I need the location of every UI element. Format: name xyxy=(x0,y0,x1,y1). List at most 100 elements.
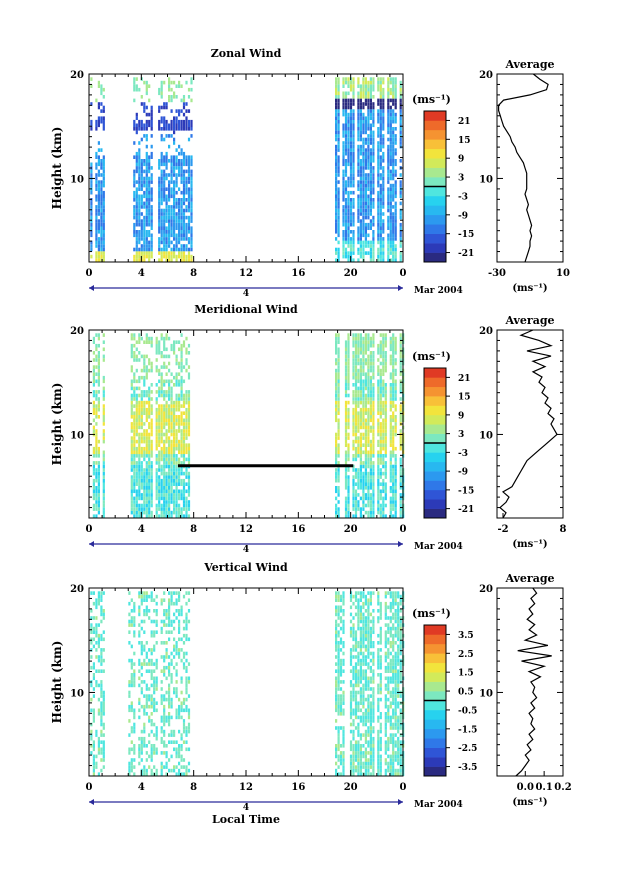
heatmap-cell xyxy=(133,415,136,419)
heatmap-cell xyxy=(359,475,362,479)
heatmap-cell xyxy=(379,390,382,394)
heatmap-cell xyxy=(178,507,181,511)
heatmap-cell xyxy=(130,354,133,359)
heatmap-cell xyxy=(170,457,173,462)
heatmap-cell xyxy=(148,496,151,501)
heatmap-cell xyxy=(367,226,370,230)
heatmap-cell xyxy=(175,205,178,209)
heatmap-cell xyxy=(379,155,382,159)
heatmap-cell xyxy=(342,127,345,131)
heatmap-cell xyxy=(160,84,163,88)
heatmap-cell xyxy=(352,425,355,430)
heatmap-cell xyxy=(178,450,181,455)
heatmap-cell xyxy=(362,372,365,376)
heatmap-cell xyxy=(364,400,367,405)
heatmap-cell xyxy=(335,471,338,476)
y-tick-label: 10 xyxy=(70,174,84,185)
heatmap-cell xyxy=(168,80,171,85)
heatmap-cell xyxy=(352,233,355,238)
colorbar-swatch xyxy=(424,243,446,253)
heatmap-cell xyxy=(138,375,141,380)
heatmap-cell xyxy=(357,162,360,167)
heatmap-cell xyxy=(362,194,365,199)
heatmap-cell xyxy=(178,751,181,755)
heatmap-cell xyxy=(394,87,397,92)
heatmap-cell xyxy=(392,141,395,145)
heatmap-cell xyxy=(394,429,397,433)
heatmap-cell xyxy=(187,486,191,490)
heatmap-cell xyxy=(369,407,372,412)
heatmap-cell xyxy=(190,159,193,163)
heatmap-cell xyxy=(170,740,173,744)
heatmap-cell xyxy=(357,166,360,170)
heatmap-cell xyxy=(165,651,168,656)
heatmap-cell xyxy=(135,340,138,344)
heatmap-cell xyxy=(160,641,163,645)
heatmap-cell xyxy=(387,240,390,245)
heatmap-cell xyxy=(372,514,375,518)
heatmap-cell xyxy=(185,215,188,220)
heatmap-cell xyxy=(97,336,100,341)
heatmap-cell xyxy=(359,383,362,387)
heatmap-cells xyxy=(92,333,405,518)
heatmap-cell xyxy=(182,436,186,440)
heatmap-cell xyxy=(178,478,181,483)
heatmap-cell xyxy=(389,432,392,437)
heatmap-cell xyxy=(168,475,171,479)
heatmap-cell xyxy=(182,493,186,497)
heatmap-cell xyxy=(392,130,395,135)
heatmap-cell xyxy=(135,230,138,234)
heatmap-cell xyxy=(369,358,372,362)
heatmap-cell xyxy=(369,461,372,465)
heatmap-cell xyxy=(344,454,348,458)
heatmap-cell xyxy=(379,436,382,440)
heatmap-cell xyxy=(362,137,365,142)
heatmap-cell xyxy=(97,212,100,216)
heatmap-cell xyxy=(160,375,163,380)
heatmap-cell xyxy=(148,155,151,159)
heatmap-cell xyxy=(369,386,372,391)
heatmap-cell xyxy=(155,397,158,401)
heatmap-cell xyxy=(97,439,100,444)
heatmap-cell xyxy=(160,87,163,92)
heatmap-cell xyxy=(170,676,173,681)
heatmap-cell xyxy=(354,468,358,472)
heatmap-cell xyxy=(342,77,345,81)
heatmap-cell xyxy=(148,503,151,508)
heatmap-cell xyxy=(170,704,173,709)
heatmap-cell xyxy=(92,482,95,486)
heatmap-cell xyxy=(95,450,98,455)
heatmap-cell xyxy=(175,127,178,131)
heatmap-cell xyxy=(394,247,397,252)
heatmap-cell xyxy=(349,166,353,170)
heatmap-cell xyxy=(357,641,360,645)
heatmap-cell xyxy=(367,368,370,373)
heatmap-cell xyxy=(102,340,105,344)
heatmap-cell xyxy=(359,507,362,511)
heatmap-cell xyxy=(155,411,158,415)
heatmap-cell xyxy=(352,432,355,437)
colorbar-swatch xyxy=(424,405,446,416)
heatmap-cell xyxy=(155,439,158,444)
heatmap-cell xyxy=(382,141,385,145)
heatmap-cell xyxy=(160,425,163,430)
heatmap-cell xyxy=(175,176,178,181)
heatmap-cell xyxy=(362,478,365,483)
heatmap-cell xyxy=(160,514,163,518)
heatmap-cell xyxy=(148,443,151,447)
heatmap-cell xyxy=(145,605,148,610)
heatmap-cell xyxy=(379,230,382,234)
heatmap-cell xyxy=(357,676,360,681)
heatmap-cell xyxy=(347,151,350,156)
heatmap-cell xyxy=(130,468,133,472)
heatmap-cell xyxy=(384,397,387,401)
heatmap-cell xyxy=(399,464,402,469)
heatmap-cell xyxy=(180,358,183,362)
heatmap-cell xyxy=(163,162,166,167)
heatmap-cell xyxy=(185,450,188,455)
heatmap-cell xyxy=(175,478,178,483)
heatmap-cell xyxy=(143,254,146,259)
heatmap-cell xyxy=(133,514,136,518)
heatmap-cell xyxy=(382,226,385,230)
heatmap-cell xyxy=(160,669,163,673)
